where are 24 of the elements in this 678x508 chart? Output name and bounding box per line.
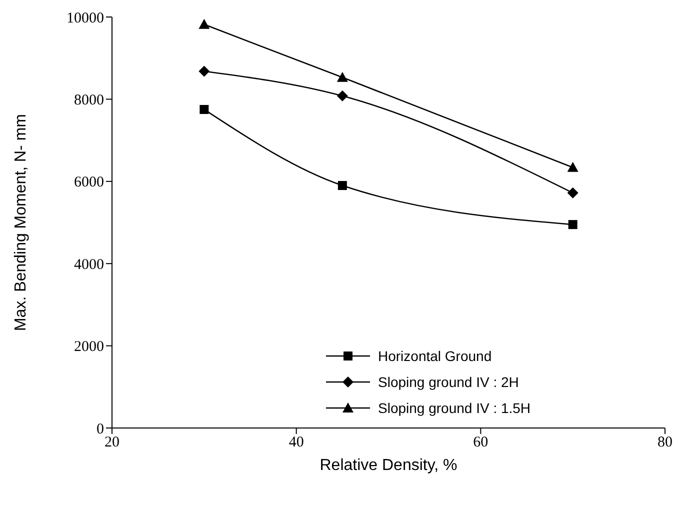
y-tick-label: 4000 [74,256,104,273]
point [568,220,578,230]
x-tick-label: 60 [473,434,488,451]
y-tick-label: 2000 [74,339,104,356]
y-axis-title: Max. Bending Moment, N- mm [12,114,30,331]
point [567,187,578,198]
point [336,72,348,82]
point [338,181,347,190]
point [198,18,210,29]
point [200,104,209,114]
legend-label: Horizontal Ground [378,348,492,364]
y-tick-label: 8000 [74,92,104,109]
y-tick-label: 0 [96,421,104,438]
legend-label: Sloping ground IV : 1.5H [378,400,531,416]
legend-label: Sloping ground IV : 2H [378,374,519,390]
point [198,66,210,77]
x-tick-label: 80 [658,434,672,451]
x-axis-title: Relative Density, % [320,457,458,474]
point [336,90,348,102]
x-tick-label: 40 [288,434,304,451]
y-tick-label: 10000 [66,10,104,26]
x-tick-label: 20 [104,434,120,451]
point [567,162,578,172]
y-tick-label: 6000 [74,174,104,191]
